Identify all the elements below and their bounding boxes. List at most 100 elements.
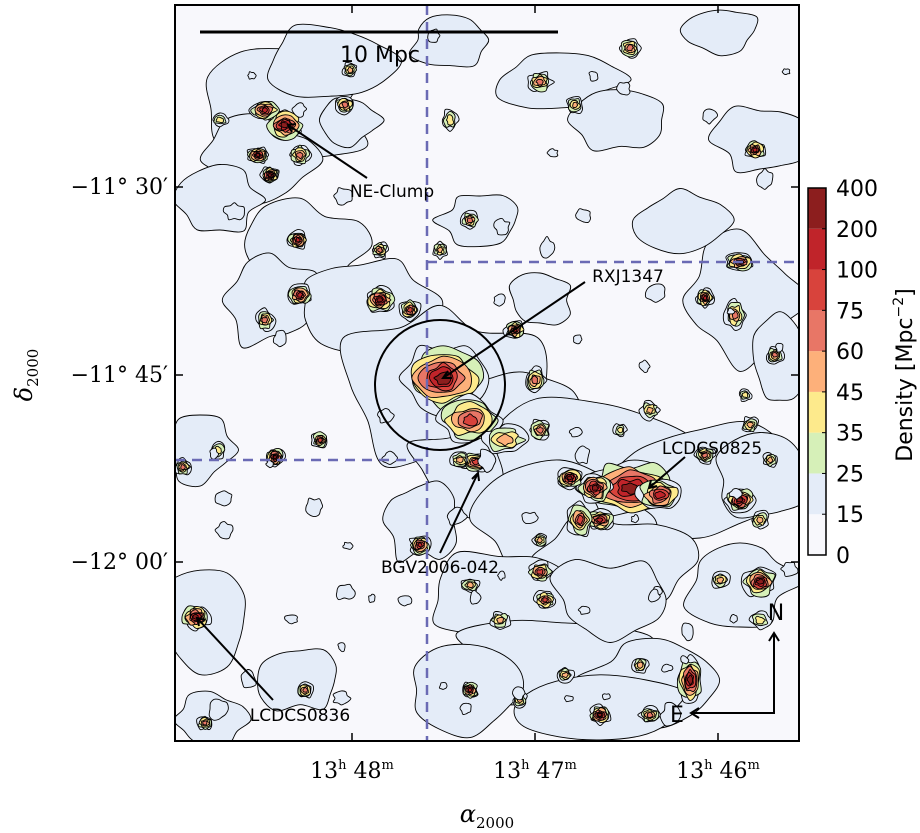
label-ne-clump: NE-Clump bbox=[350, 182, 434, 202]
compass-lines bbox=[691, 633, 775, 714]
density-contour bbox=[376, 297, 384, 303]
density-contour bbox=[332, 690, 352, 706]
density-contour bbox=[261, 107, 268, 114]
colorbar-band bbox=[808, 391, 826, 433]
density-contour bbox=[333, 187, 353, 206]
density-contour bbox=[335, 583, 356, 601]
annotation-arrows bbox=[195, 123, 686, 701]
density-contours bbox=[175, 9, 799, 741]
density-contour bbox=[284, 614, 298, 625]
density-contour bbox=[341, 101, 349, 109]
density-contour bbox=[455, 456, 464, 464]
density-contour bbox=[542, 597, 548, 603]
density-contour bbox=[240, 669, 257, 689]
density-contour bbox=[272, 329, 287, 348]
density-contour bbox=[265, 459, 274, 469]
density-contour bbox=[337, 642, 346, 653]
density-contour bbox=[728, 488, 743, 500]
density-contour bbox=[746, 421, 754, 429]
density-contour bbox=[679, 9, 759, 57]
density-contour bbox=[512, 686, 526, 701]
label-lcdcs0836: LCDCS0836 bbox=[250, 706, 350, 726]
colorbar-tick-label: 25 bbox=[836, 462, 864, 487]
density-contour bbox=[567, 89, 665, 152]
density-contour bbox=[295, 237, 301, 243]
density-contour bbox=[576, 514, 584, 525]
density-contour bbox=[493, 293, 506, 307]
density-contour bbox=[741, 391, 749, 399]
density-contour bbox=[508, 272, 572, 326]
density-contour bbox=[636, 661, 644, 669]
density-contour bbox=[493, 217, 511, 236]
density-contour bbox=[466, 217, 474, 223]
colorbar-tick-label: 45 bbox=[836, 381, 864, 406]
arrow-ne-clump bbox=[287, 124, 368, 179]
colorbar-tick-label: 200 bbox=[836, 218, 878, 243]
density-contour bbox=[572, 101, 579, 109]
density-contour bbox=[267, 23, 402, 98]
density-contour bbox=[408, 14, 490, 68]
density-contour bbox=[342, 541, 354, 550]
arrow-bgv2006 bbox=[439, 472, 479, 554]
density-contour bbox=[459, 702, 472, 715]
density-contour bbox=[536, 569, 544, 575]
colorbar-tick-label: 75 bbox=[836, 299, 864, 324]
density-contour bbox=[646, 711, 654, 719]
label-bgv2006-042: BGV2006-042 bbox=[381, 558, 499, 578]
density-contour bbox=[214, 490, 233, 507]
density-contour bbox=[591, 484, 600, 491]
density-contour bbox=[368, 593, 376, 603]
density-contour bbox=[597, 712, 603, 718]
density-contour bbox=[215, 116, 224, 124]
density-contour bbox=[680, 655, 690, 665]
colorbar-label: Density [Mpc−2] bbox=[891, 288, 918, 462]
density-contour bbox=[588, 71, 599, 82]
density-contour bbox=[469, 589, 482, 605]
colorbar-tick-label: 35 bbox=[836, 422, 864, 447]
density-contour bbox=[567, 475, 573, 481]
density-contour bbox=[659, 701, 682, 727]
density-contour bbox=[716, 576, 724, 584]
density-contour bbox=[466, 581, 474, 589]
density-contour bbox=[726, 307, 736, 315]
density-contour bbox=[631, 188, 735, 255]
density-contour bbox=[536, 536, 543, 544]
density-contour bbox=[417, 542, 423, 548]
density-contour bbox=[575, 208, 591, 223]
arrow-lcdcs0825 bbox=[648, 456, 686, 489]
compass-east-label: E bbox=[670, 703, 684, 728]
density-contour bbox=[702, 295, 708, 301]
colorbar-band bbox=[808, 351, 826, 392]
density-contour bbox=[382, 480, 457, 563]
density-contour bbox=[766, 456, 774, 464]
density-contour bbox=[561, 672, 569, 678]
colorbar-band bbox=[808, 269, 826, 311]
density-contour bbox=[531, 375, 538, 385]
density-contour bbox=[446, 114, 455, 126]
density-contour bbox=[644, 283, 666, 303]
density-contour bbox=[377, 247, 383, 253]
density-contour bbox=[630, 514, 640, 524]
rxj1347-circle bbox=[374, 319, 506, 451]
colorbar-band bbox=[808, 473, 826, 515]
density-contour bbox=[771, 351, 778, 358]
density-contour bbox=[781, 68, 791, 76]
density-contour bbox=[467, 687, 473, 693]
density-contour bbox=[646, 406, 654, 414]
density-contour bbox=[438, 682, 448, 690]
colorbar-tick-label: 60 bbox=[836, 340, 864, 365]
density-contour bbox=[247, 71, 257, 80]
colorbar-frame bbox=[807, 187, 827, 556]
colorbar-band bbox=[808, 228, 826, 270]
density-contour bbox=[346, 66, 354, 74]
x-tick-label-47: 13h 47m bbox=[493, 758, 577, 784]
density-contour bbox=[661, 663, 674, 673]
density-contour bbox=[596, 517, 604, 523]
y-axis-label: δ2000 bbox=[10, 349, 42, 402]
colorbar-tick-label: 100 bbox=[836, 259, 878, 284]
y-tick-label: −11° 30′ bbox=[71, 175, 168, 200]
x-axis-label: α2000 bbox=[460, 800, 514, 832]
x-tick-labels: 13h 48m 13h 47m 13h 46m bbox=[310, 758, 760, 784]
density-contour bbox=[752, 147, 758, 153]
